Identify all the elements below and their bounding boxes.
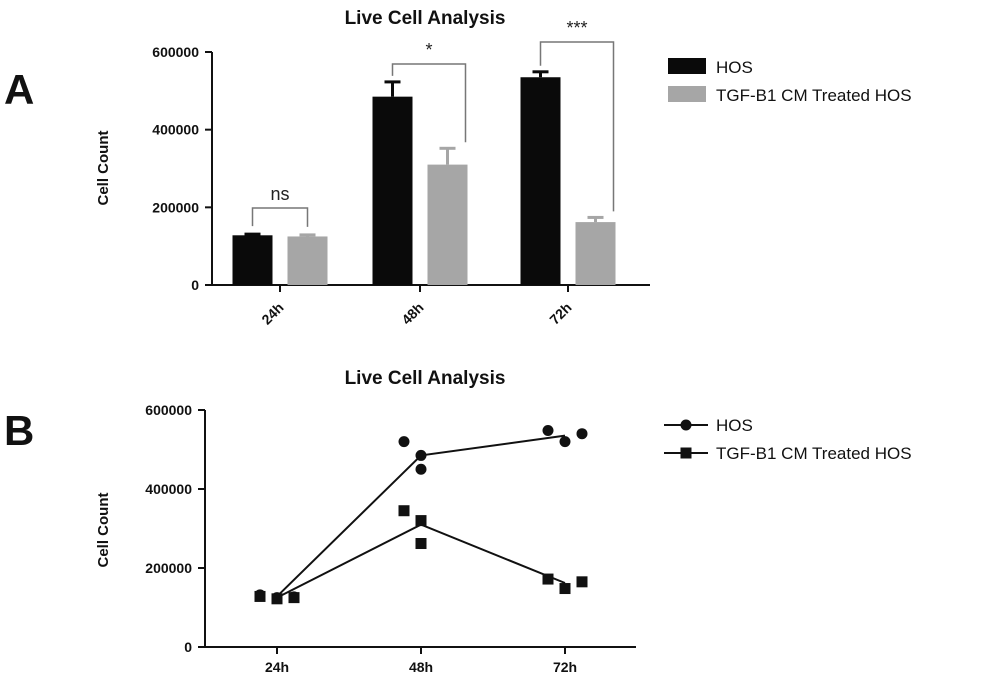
y-tick-label: 0 xyxy=(184,639,192,655)
legend-a-label-hos: HOS xyxy=(716,58,753,77)
significance-label: * xyxy=(425,40,432,60)
bar-treated-24h xyxy=(287,236,328,285)
y-tick-label: 200000 xyxy=(145,560,192,576)
point-treated-24h xyxy=(271,593,283,605)
x-tick-label: 48h xyxy=(409,659,433,675)
chart-a-x-ticks: 24h 48h 72h xyxy=(258,285,575,328)
x-tick-label: 24h xyxy=(265,659,289,675)
chart-a-legend: HOS TGF-B1 CM Treated HOS xyxy=(668,58,912,105)
panel-letter-b: B xyxy=(4,407,34,454)
chart-b-legend: HOS TGF-B1 CM Treated HOS xyxy=(664,416,912,463)
panel-a: A Live Cell Analysis Cell Count 0 200000 4… xyxy=(4,8,912,328)
point-hos-72h xyxy=(576,428,588,440)
chart-b-y-axis-label: Cell Count xyxy=(95,493,112,568)
point-treated-48h xyxy=(415,538,427,550)
significance-label: *** xyxy=(566,18,587,38)
x-tick-label: 72h xyxy=(553,659,577,675)
bar-treated-48h xyxy=(427,164,468,285)
point-hos-48h xyxy=(415,463,427,475)
point-treated-24h xyxy=(254,590,266,602)
chart-a-y-axis-label: Cell Count xyxy=(95,131,112,206)
legend-b-marker-treated xyxy=(680,447,692,459)
legend-a-swatch-treated xyxy=(668,86,706,102)
y-tick-label: 200000 xyxy=(152,199,199,215)
panel-letter-a: A xyxy=(4,66,34,113)
chart-b-x-ticks: 24h 48h 72h xyxy=(265,647,577,675)
point-treated-72h xyxy=(559,583,571,595)
significance-bracket xyxy=(539,41,615,212)
legend-a-label-treated: TGF-B1 CM Treated HOS xyxy=(716,86,912,105)
x-tick-label: 48h xyxy=(398,299,426,327)
mean-line-treated xyxy=(276,523,566,599)
point-treated-48h xyxy=(398,505,410,517)
point-treated-24h xyxy=(288,592,300,604)
y-tick-label: 600000 xyxy=(152,44,199,60)
significance-label: ns xyxy=(270,184,289,204)
significance-bracket xyxy=(391,63,467,143)
point-hos-72h xyxy=(559,436,571,448)
significance-bracket xyxy=(251,207,309,227)
point-hos-48h xyxy=(398,436,410,448)
bar-hos-24h xyxy=(232,235,273,285)
chart-a-bars xyxy=(232,70,616,286)
bar-hos-48h xyxy=(372,96,413,286)
y-tick-label: 400000 xyxy=(152,122,199,138)
bar-treated-72h xyxy=(575,222,616,285)
y-tick-label: 600000 xyxy=(145,402,192,418)
point-treated-72h xyxy=(542,573,554,585)
chart-b-points xyxy=(254,425,588,605)
bar-hos-72h xyxy=(520,77,561,285)
legend-a-swatch-hos xyxy=(668,58,706,74)
chart-a-significance: ns**** xyxy=(251,18,615,227)
y-tick-label: 400000 xyxy=(145,481,192,497)
panel-b: B Live Cell Analysis Cell Count 0 200000 4… xyxy=(4,368,912,675)
x-tick-label: 72h xyxy=(546,299,574,327)
point-hos-72h xyxy=(542,425,554,437)
legend-b-label-hos: HOS xyxy=(716,416,753,435)
chart-a-title: Live Cell Analysis xyxy=(345,8,506,29)
chart-b-y-ticks: 0 200000 400000 600000 xyxy=(145,402,205,655)
point-treated-72h xyxy=(576,576,588,588)
legend-b-label-treated: TGF-B1 CM Treated HOS xyxy=(716,444,912,463)
x-tick-label: 24h xyxy=(258,299,286,327)
chart-b-title: Live Cell Analysis xyxy=(345,368,506,389)
chart-a-y-ticks: 0 200000 400000 600000 xyxy=(152,44,212,293)
legend-b-marker-hos xyxy=(680,419,692,431)
point-hos-48h xyxy=(415,449,427,461)
point-treated-48h xyxy=(415,515,427,527)
y-tick-label: 0 xyxy=(191,277,199,293)
